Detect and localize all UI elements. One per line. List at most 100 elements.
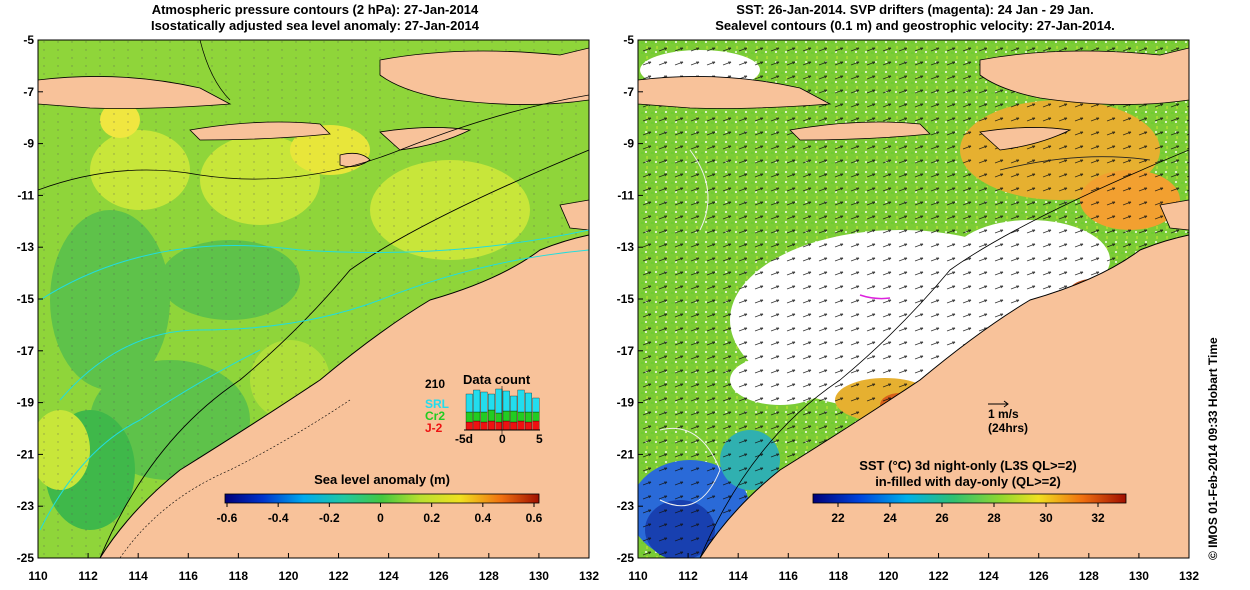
- colorbar-tick-label: 22: [831, 511, 845, 525]
- y-tick-label: -13: [617, 240, 635, 254]
- y-tick-label: -9: [23, 137, 34, 151]
- colorbar-tick-label: 30: [1039, 511, 1053, 525]
- inset-bar-segment: [532, 420, 540, 431]
- inset-bar-segment: [473, 420, 481, 431]
- x-tick-label: 126: [1029, 569, 1049, 583]
- colorbar-tick-label: 0.2: [423, 511, 440, 525]
- y-tick-label: -7: [623, 85, 634, 99]
- y-tick-label: -17: [17, 344, 35, 358]
- left-map: [38, 40, 589, 558]
- sla-colorbar: Sea level anomaly (m) -0.6 -0.4 -0.2 0 0.2 0.…: [217, 472, 543, 525]
- y-tick-label: -9: [623, 137, 634, 151]
- y-tick-label: -5: [623, 33, 634, 47]
- x-tick-label: 130: [1129, 569, 1149, 583]
- x-tick-label: 116: [179, 569, 199, 583]
- inset-bar-segment: [510, 395, 518, 412]
- left-title-line1: Atmospheric pressure contours (2 hPa): 2…: [151, 2, 479, 17]
- inset-bar-segment: [495, 388, 503, 414]
- y-tick-label: -5: [23, 33, 34, 47]
- x-tick-label: 128: [479, 569, 499, 583]
- right-title-line2: Sealevel contours (0.1 m) and geostrophi…: [715, 18, 1115, 33]
- inset-bar-segment: [473, 411, 481, 422]
- inset-series-cr2: Cr2: [425, 409, 445, 423]
- sst-colorbar: SST (°C) 3d night-only (L3S QL>=2) in-fi…: [812, 458, 1127, 525]
- y-tick-label: -19: [617, 396, 635, 410]
- inset-bar-segment: [465, 393, 473, 413]
- left-map-title: Atmospheric pressure contours (2 hPa): 2…: [40, 2, 590, 34]
- inset-bar-segment: [480, 391, 488, 413]
- y-tick-label: -15: [617, 292, 635, 306]
- colorbar-tick-label: 24: [883, 511, 897, 525]
- left-axes: -5 -7 -9 -11 -13 -15 -17 -19 -21 -23 -25 110 112 114 1…: [17, 33, 600, 583]
- x-tick-label: 132: [579, 569, 599, 583]
- colorbar-tick-label: -0.2: [319, 511, 340, 525]
- x-tick-label: 110: [28, 569, 48, 583]
- sla-colorbar-ticks: -0.6 -0.4 -0.2 0 0.2 0.4 0.6: [217, 503, 543, 525]
- australia-land-right: [699, 234, 1189, 558]
- x-tick-label: 130: [529, 569, 549, 583]
- inset-bar-segment: [532, 411, 540, 422]
- x-tick-label: 132: [1179, 569, 1199, 583]
- inset-bars: [465, 388, 540, 431]
- inset-bar-segment: [532, 397, 540, 413]
- x-tick-label: 120: [278, 569, 298, 583]
- colorbar-tick-label: -0.6: [217, 511, 238, 525]
- inset-series-srl: SRL: [425, 397, 449, 411]
- inset-bar-segment: [510, 410, 518, 423]
- colorbar-tick-label: 26: [935, 511, 949, 525]
- inset-bar-segment: [488, 409, 495, 422]
- inset-bar-segment: [502, 390, 510, 412]
- inset-bar-segment: [502, 420, 510, 431]
- inset-title: Data count: [463, 372, 531, 387]
- sst-colorbar-ticks: 22 24 26 28 30 32: [831, 503, 1105, 525]
- australia-land: [99, 234, 589, 558]
- inset-bar-segment: [488, 420, 495, 431]
- y-tick-label: -7: [23, 85, 34, 99]
- imos-credit: © IMOS 01-Feb-2014 09:33 Hobart Time: [1206, 130, 1222, 570]
- inset-bar-segment: [480, 421, 488, 431]
- inset-bar-segment: [480, 411, 488, 423]
- right-map: [638, 40, 1189, 558]
- x-tick-label: 114: [129, 569, 149, 583]
- y-tick-label: -25: [617, 551, 635, 565]
- inset-bar-segment: [517, 411, 525, 422]
- velocity-scale: 1 m/s (24hrs): [988, 400, 1028, 435]
- inset-bar-segment: [473, 389, 481, 413]
- left-title-line2: Isostatically adjusted sea level anomaly…: [150, 18, 480, 33]
- colorbar-tick-label: 0: [377, 511, 384, 525]
- inset-max-label: 210: [425, 377, 445, 391]
- x-tick-label: 122: [929, 569, 949, 583]
- inset-bar-segment: [495, 412, 503, 423]
- y-tick-label: -13: [17, 240, 35, 254]
- sst-colorbar-label-1: SST (°C) 3d night-only (L3S QL>=2): [859, 458, 1077, 473]
- inset-bar-segment: [510, 421, 518, 431]
- y-tick-label: -25: [17, 551, 35, 565]
- x-tick-label: 124: [379, 569, 399, 583]
- x-tick-label: 122: [329, 569, 349, 583]
- inset-bar-segment: [495, 421, 503, 431]
- inset-bar-segment: [517, 389, 525, 413]
- data-count-inset: 210 Data count SRL Cr2 J-2 -5d 0 5: [425, 372, 543, 446]
- y-tick-label: -21: [617, 447, 635, 461]
- inset-xtick-2: 5: [536, 432, 543, 446]
- imos-credit-text: © IMOS 01-Feb-2014 09:33 Hobart Time: [1206, 337, 1220, 560]
- y-tick-label: -23: [617, 499, 635, 513]
- y-tick-label: -19: [17, 396, 35, 410]
- x-tick-label: 112: [678, 569, 698, 583]
- x-tick-label: 128: [1079, 569, 1099, 583]
- x-tick-label: 118: [829, 569, 849, 583]
- inset-bar-segment: [517, 420, 525, 431]
- right-axes: -5 -7 -9 -11 -13 -15 -17 -19 -21 -23 -25 110 112 114 1…: [617, 33, 1200, 583]
- x-tick-label: 120: [878, 569, 898, 583]
- inset-series-j2: J-2: [425, 421, 443, 435]
- right-map-title: SST: 26-Jan-2014. SVP drifters (magenta)…: [640, 2, 1190, 34]
- scale-arrow-label: 1 m/s: [988, 407, 1019, 421]
- y-tick-label: -11: [17, 188, 34, 202]
- x-tick-label: 110: [628, 569, 648, 583]
- sla-colorbar-label: Sea level anomaly (m): [314, 472, 450, 487]
- inset-bar-segment: [525, 392, 532, 413]
- right-title-line1: SST: 26-Jan-2014. SVP drifters (magenta)…: [736, 2, 1094, 17]
- y-tick-label: -23: [17, 499, 35, 513]
- colorbar-tick-label: 0.6: [526, 511, 543, 525]
